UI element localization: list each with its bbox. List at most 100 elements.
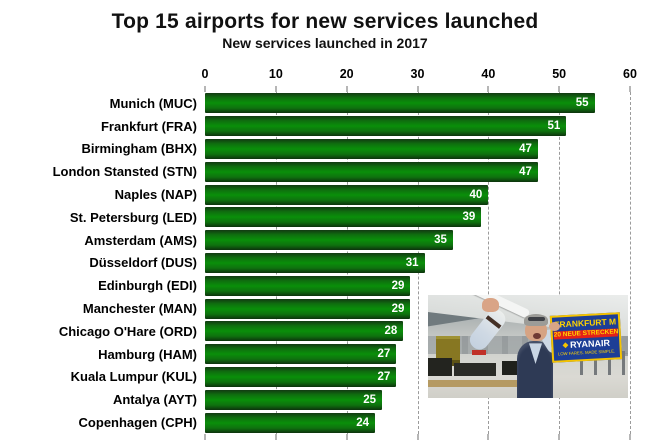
bar: 29 [205, 298, 411, 319]
x-tick-mark [275, 86, 277, 92]
sunglasses-icon [528, 317, 545, 322]
category-label: Antalya (AYT) [112, 392, 197, 408]
x-tick-mark [629, 86, 631, 92]
x-tick-mark [558, 86, 560, 92]
bar-row: Birmingham (BHX) 47 [81, 138, 630, 161]
category-label: Chicago O'Hare (ORD) [58, 323, 197, 339]
category-label: Frankfurt (FRA) [100, 118, 197, 134]
bar: 55 [205, 93, 595, 114]
gridline [488, 92, 490, 434]
category-label: Naples (NAP) [114, 187, 197, 203]
x-tick-mark [204, 86, 206, 92]
bar-value-label: 27 [377, 348, 391, 361]
bar-value-label: 47 [519, 165, 532, 178]
category-label: Hamburg (HAM) [98, 346, 197, 362]
plot-area: Munich (MUC) 55 Frankfurt (FRA) 51 Birmi… [53, 92, 631, 434]
sign-destination-text: FRANKFURT M [554, 316, 617, 330]
bar-row: Amsterdam (AMS) 35 [84, 229, 630, 252]
bar-value-label: 55 [575, 97, 589, 110]
x-tick-mark [629, 434, 631, 440]
bar-row: Hamburg (HAM) 27 [98, 343, 630, 366]
bar-row: Copenhagen (CPH) 24 [79, 411, 630, 434]
bar-row: Naples (NAP) 40 [115, 183, 630, 206]
ryanair-tagline: LOW FARES. MADE SIMPLE. [558, 348, 616, 357]
category-label: Amsterdam (AMS) [84, 232, 197, 248]
x-tick-mark [487, 86, 489, 92]
man-hand-on-sign [549, 321, 560, 332]
x-tick-mark [417, 86, 418, 92]
bar: 25 [205, 389, 383, 410]
x-tick-label: 60 [623, 67, 637, 81]
bar-row: Chicago O'Hare (ORD) 28 [59, 320, 630, 343]
queue-post [580, 350, 583, 376]
bar: 47 [205, 138, 538, 159]
bar-row: St. Petersburg (LED) 39 [70, 206, 630, 229]
x-axis-ticks-top [204, 86, 631, 92]
x-axis-ticks-bottom [204, 434, 631, 440]
bar-value-label: 40 [469, 188, 483, 201]
bar-row: Edinburgh (EDI) 29 [98, 274, 630, 297]
x-tick-mark [346, 86, 348, 92]
category-label: St. Petersburg (LED) [69, 209, 197, 225]
category-label: Manchester (MAN) [82, 301, 197, 317]
x-tick-mark [204, 434, 206, 440]
bar: 27 [205, 344, 397, 365]
bar-row: London Stansted (STN) 47 [53, 160, 630, 183]
category-label: Munich (MUC) [109, 95, 197, 111]
category-label: Birmingham (BHX) [81, 141, 197, 157]
bar: 31 [205, 252, 425, 273]
ryanair-logo: ◆ RYANAIR [562, 337, 611, 350]
x-tick-label: 40 [481, 67, 496, 81]
bar-value-label: 47 [519, 142, 532, 155]
bar-row: Frankfurt (FRA) 51 [101, 115, 630, 138]
x-tick-mark [275, 434, 277, 440]
bar-value-label: 35 [434, 234, 447, 247]
bar-row: Munich (MUC) 55 [110, 92, 630, 115]
bar: 27 [205, 366, 397, 387]
bar-row: Düsseldorf (DUS) 31 [89, 252, 630, 275]
man-open-mouth [533, 332, 542, 340]
terminal-red-sign [472, 349, 486, 355]
x-axis-labels: 0 10 20 30 40 50 60 [201, 66, 637, 82]
wooden-platform [428, 380, 536, 387]
terminal-bench [454, 362, 496, 377]
queue-post [594, 350, 597, 376]
x-tick-mark [558, 434, 560, 440]
bar: 40 [205, 184, 489, 205]
ryanair-harp-icon: ◆ [562, 341, 569, 349]
bar-value-label: 31 [405, 256, 419, 269]
bar-value-label: 25 [363, 393, 377, 406]
x-tick-label: 0 [201, 67, 209, 81]
bar-row: Kuala Lumpur (KUL) 27 [71, 366, 630, 389]
chart-title: Top 15 airports for new services launche… [111, 10, 539, 33]
category-label: Copenhagen (CPH) [78, 415, 197, 431]
ryanair-photo: FRANKFURT M 20 NEUE STRECKEN ◆ RYANAIR LO… [428, 295, 628, 398]
bar-value-label: 24 [356, 416, 369, 429]
gridline [630, 92, 631, 434]
bar-value-label: 27 [377, 370, 391, 383]
bar: 51 [205, 116, 567, 137]
category-label: Düsseldorf (DUS) [89, 255, 197, 271]
category-label: London Stansted (STN) [52, 164, 197, 180]
queue-post [622, 350, 625, 376]
bar-row: Manchester (MAN) 29 [83, 297, 630, 320]
terminal-bench [428, 357, 452, 377]
man-waving-hand [482, 297, 499, 312]
bar: 39 [205, 207, 482, 228]
bar-value-label: 29 [391, 279, 405, 292]
bar-value-label: 39 [462, 211, 476, 224]
bar: 35 [205, 230, 453, 251]
chart-subtitle: New services launched in 2017 [222, 35, 428, 51]
ryanair-sign: FRANKFURT M 20 NEUE STRECKEN ◆ RYANAIR LO… [549, 311, 623, 363]
gridline [559, 92, 561, 434]
bar: 24 [205, 412, 375, 433]
bar: 47 [205, 161, 538, 182]
x-tick-label: 20 [339, 67, 354, 81]
x-tick-label: 50 [552, 67, 567, 81]
bar-row: Antalya (AYT) 25 [113, 388, 630, 411]
bar: 29 [205, 275, 411, 296]
x-tick-mark [346, 434, 348, 440]
queue-post [608, 350, 611, 376]
ryanair-wordmark: RYANAIR [569, 337, 611, 350]
